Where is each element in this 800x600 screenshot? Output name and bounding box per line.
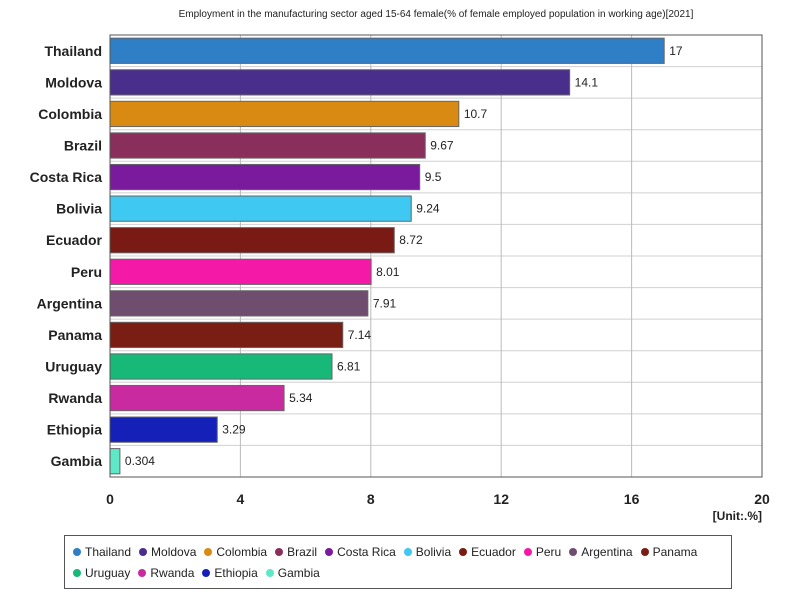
x-tick-label: 8: [367, 491, 375, 507]
category-label: Peru: [71, 264, 102, 280]
category-label: Thailand: [44, 43, 102, 59]
legend-item-panama: Panama: [640, 542, 698, 563]
value-labels: 17 14.1 10.7 9.67 9.5 9.24 8.72 8.01 7.91 7.14 6.8…: [125, 44, 683, 468]
bar-chart: Employment in the manufacturing sector a…: [30, 9, 770, 507]
category-label: Rwanda: [48, 390, 102, 406]
value-label: 9.67: [430, 139, 454, 153]
bar-ethiopia: [109, 416, 218, 443]
legend-marker: [265, 569, 274, 577]
bar-uruguay: [109, 353, 333, 380]
x-tick-label: 0: [106, 491, 114, 507]
value-label: 7.91: [373, 296, 397, 310]
bar-moldova: [109, 69, 571, 96]
legend-item-bolivia: Bolivia: [403, 542, 452, 563]
legend-label: Thailand: [85, 545, 132, 559]
value-label: 10.7: [464, 107, 488, 121]
legend-marker: [204, 548, 213, 556]
category-label: Bolivia: [56, 201, 102, 217]
legend-label: Costa Rica: [337, 545, 396, 559]
bar-peru: [109, 258, 372, 285]
category-label: Moldova: [45, 74, 102, 90]
x-tick-label: 20: [754, 491, 770, 507]
legend-marker: [523, 548, 532, 556]
legend-item-ethiopia: Ethiopia: [202, 563, 258, 584]
category-label: Ecuador: [46, 232, 103, 248]
category-label: Panama: [48, 327, 102, 343]
legend-item-uruguay: Uruguay: [73, 563, 130, 584]
plot-frame: [109, 34, 763, 478]
bar-bolivia: [109, 195, 412, 222]
legend: Thailand Moldova Colombia Brazil Costa Rica B…: [64, 535, 732, 589]
value-label: 6.81: [337, 360, 361, 374]
unit-label: [Unit:.%]: [712, 509, 762, 523]
category-labels: Thailand Moldova Colombia Brazil Costa Rica B…: [30, 43, 103, 469]
legend-label: Uruguay: [85, 566, 131, 580]
x-tick-label: 4: [237, 491, 245, 507]
legend-marker: [640, 548, 649, 556]
legend-item-peru: Peru: [523, 542, 562, 563]
legend-label: Peru: [535, 545, 562, 559]
legend-label: Argentina: [581, 545, 633, 559]
bar-rwanda: [109, 384, 285, 412]
legend-label: Panama: [652, 545, 698, 559]
chart-title: Employment in the manufacturing sector a…: [179, 9, 694, 20]
bar-ecuador: [109, 227, 395, 254]
x-axis-ticks: 0 4 8 12 16 20: [106, 491, 770, 507]
legend-marker: [403, 548, 412, 556]
legend-label: Ethiopia: [214, 566, 258, 580]
value-label: 14.1: [575, 75, 599, 89]
legend-label: Rwanda: [150, 566, 195, 580]
legend-marker: [569, 548, 578, 556]
legend-marker: [202, 569, 211, 577]
value-label: 3.29: [222, 423, 246, 437]
value-label: 9.5: [425, 170, 442, 184]
bar-argentina: [109, 290, 369, 317]
category-label: Argentina: [37, 295, 103, 311]
x-tick-label: 12: [493, 491, 509, 507]
legend-marker: [275, 548, 284, 556]
bar-brazil: [109, 132, 426, 159]
legend-marker: [138, 569, 147, 577]
bar-costa-rica: [109, 163, 421, 191]
x-tick-label: 16: [624, 491, 640, 507]
category-label: Gambia: [51, 453, 103, 469]
legend-marker: [139, 548, 148, 556]
legend-item-thailand: Thailand: [73, 542, 131, 563]
category-label: Costa Rica: [30, 169, 103, 185]
legend-item-colombia: Colombia: [204, 542, 267, 563]
legend-item-moldova: Moldova: [139, 542, 196, 563]
legend-item-costa-rica: Costa Rica: [325, 542, 396, 563]
bar-gambia: [109, 448, 121, 475]
legend-label: Gambia: [277, 566, 320, 580]
legend-item-gambia: Gambia: [265, 563, 320, 584]
bars: [109, 37, 665, 475]
legend-label: Ecuador: [471, 545, 516, 559]
category-label: Ethiopia: [47, 422, 102, 438]
value-label: 8.72: [399, 233, 423, 247]
value-label: 9.24: [416, 202, 440, 216]
legend-item-brazil: Brazil: [275, 542, 317, 563]
legend-marker: [325, 548, 334, 556]
value-label: 0.304: [125, 454, 155, 468]
legend-item-argentina: Argentina: [569, 542, 633, 563]
category-label: Brazil: [64, 138, 102, 154]
value-label: 5.34: [289, 391, 313, 405]
category-label: Uruguay: [45, 359, 102, 375]
legend-label: Moldova: [151, 545, 197, 559]
value-label: 17: [669, 44, 683, 58]
legend-marker: [459, 548, 468, 556]
value-label: 8.01: [376, 265, 400, 279]
bar-panama: [109, 321, 344, 349]
value-label: 7.14: [348, 328, 372, 342]
bar-colombia: [109, 100, 460, 128]
legend-marker: [73, 548, 81, 556]
legend-item-rwanda: Rwanda: [138, 563, 194, 584]
legend-marker: [73, 569, 81, 577]
legend-label: Colombia: [216, 545, 268, 559]
legend-label: Bolivia: [415, 545, 452, 559]
legend-item-ecuador: Ecuador: [459, 542, 516, 563]
category-label: Colombia: [38, 106, 102, 122]
legend-label: Brazil: [287, 545, 318, 559]
bar-thailand: [109, 37, 665, 64]
